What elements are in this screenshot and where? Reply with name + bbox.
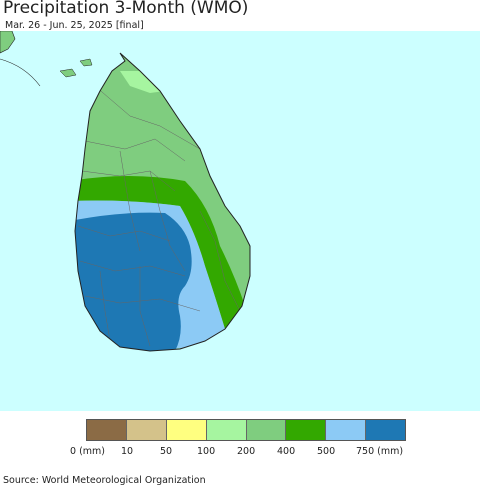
legend-label-100: 100: [197, 446, 216, 457]
map-title: Precipitation 3-Month (WMO): [3, 0, 249, 18]
legend-swatch-8: [366, 420, 405, 440]
legend-swatch-3: [166, 420, 207, 440]
legend-label-50: 50: [160, 446, 173, 457]
legend-label-200: 200: [237, 446, 256, 457]
legend-label-500: 500: [317, 446, 336, 457]
legend-label-0: 0 (mm): [70, 446, 105, 457]
district-borders: [77, 85, 241, 347]
jaffna-islands: [59, 58, 93, 78]
zone-400-500-band: [75, 176, 250, 341]
island-outline: [74, 52, 251, 352]
legend-label-400: 400: [277, 446, 296, 457]
coast-line: [0, 58, 41, 87]
india-coast: [0, 31, 16, 54]
legend-swatch-5: [246, 420, 287, 440]
legend-label-750: 750 (mm): [356, 446, 404, 457]
legend-swatch-4: [206, 420, 247, 440]
legend-color-bar: [86, 419, 406, 441]
map-subtitle: Mar. 26 - Jun. 25, 2025 [final]: [5, 20, 144, 31]
source-credit: Source: World Meteorological Organizatio…: [3, 475, 206, 486]
legend-swatch-1: [87, 420, 127, 440]
ocean: [0, 31, 480, 411]
legend-swatch-2: [126, 420, 167, 440]
legend-swatch-6: [286, 420, 327, 440]
legend-label-10: 10: [121, 446, 134, 457]
precipitation-map: [0, 31, 480, 411]
legend-swatch-7: [326, 420, 367, 440]
